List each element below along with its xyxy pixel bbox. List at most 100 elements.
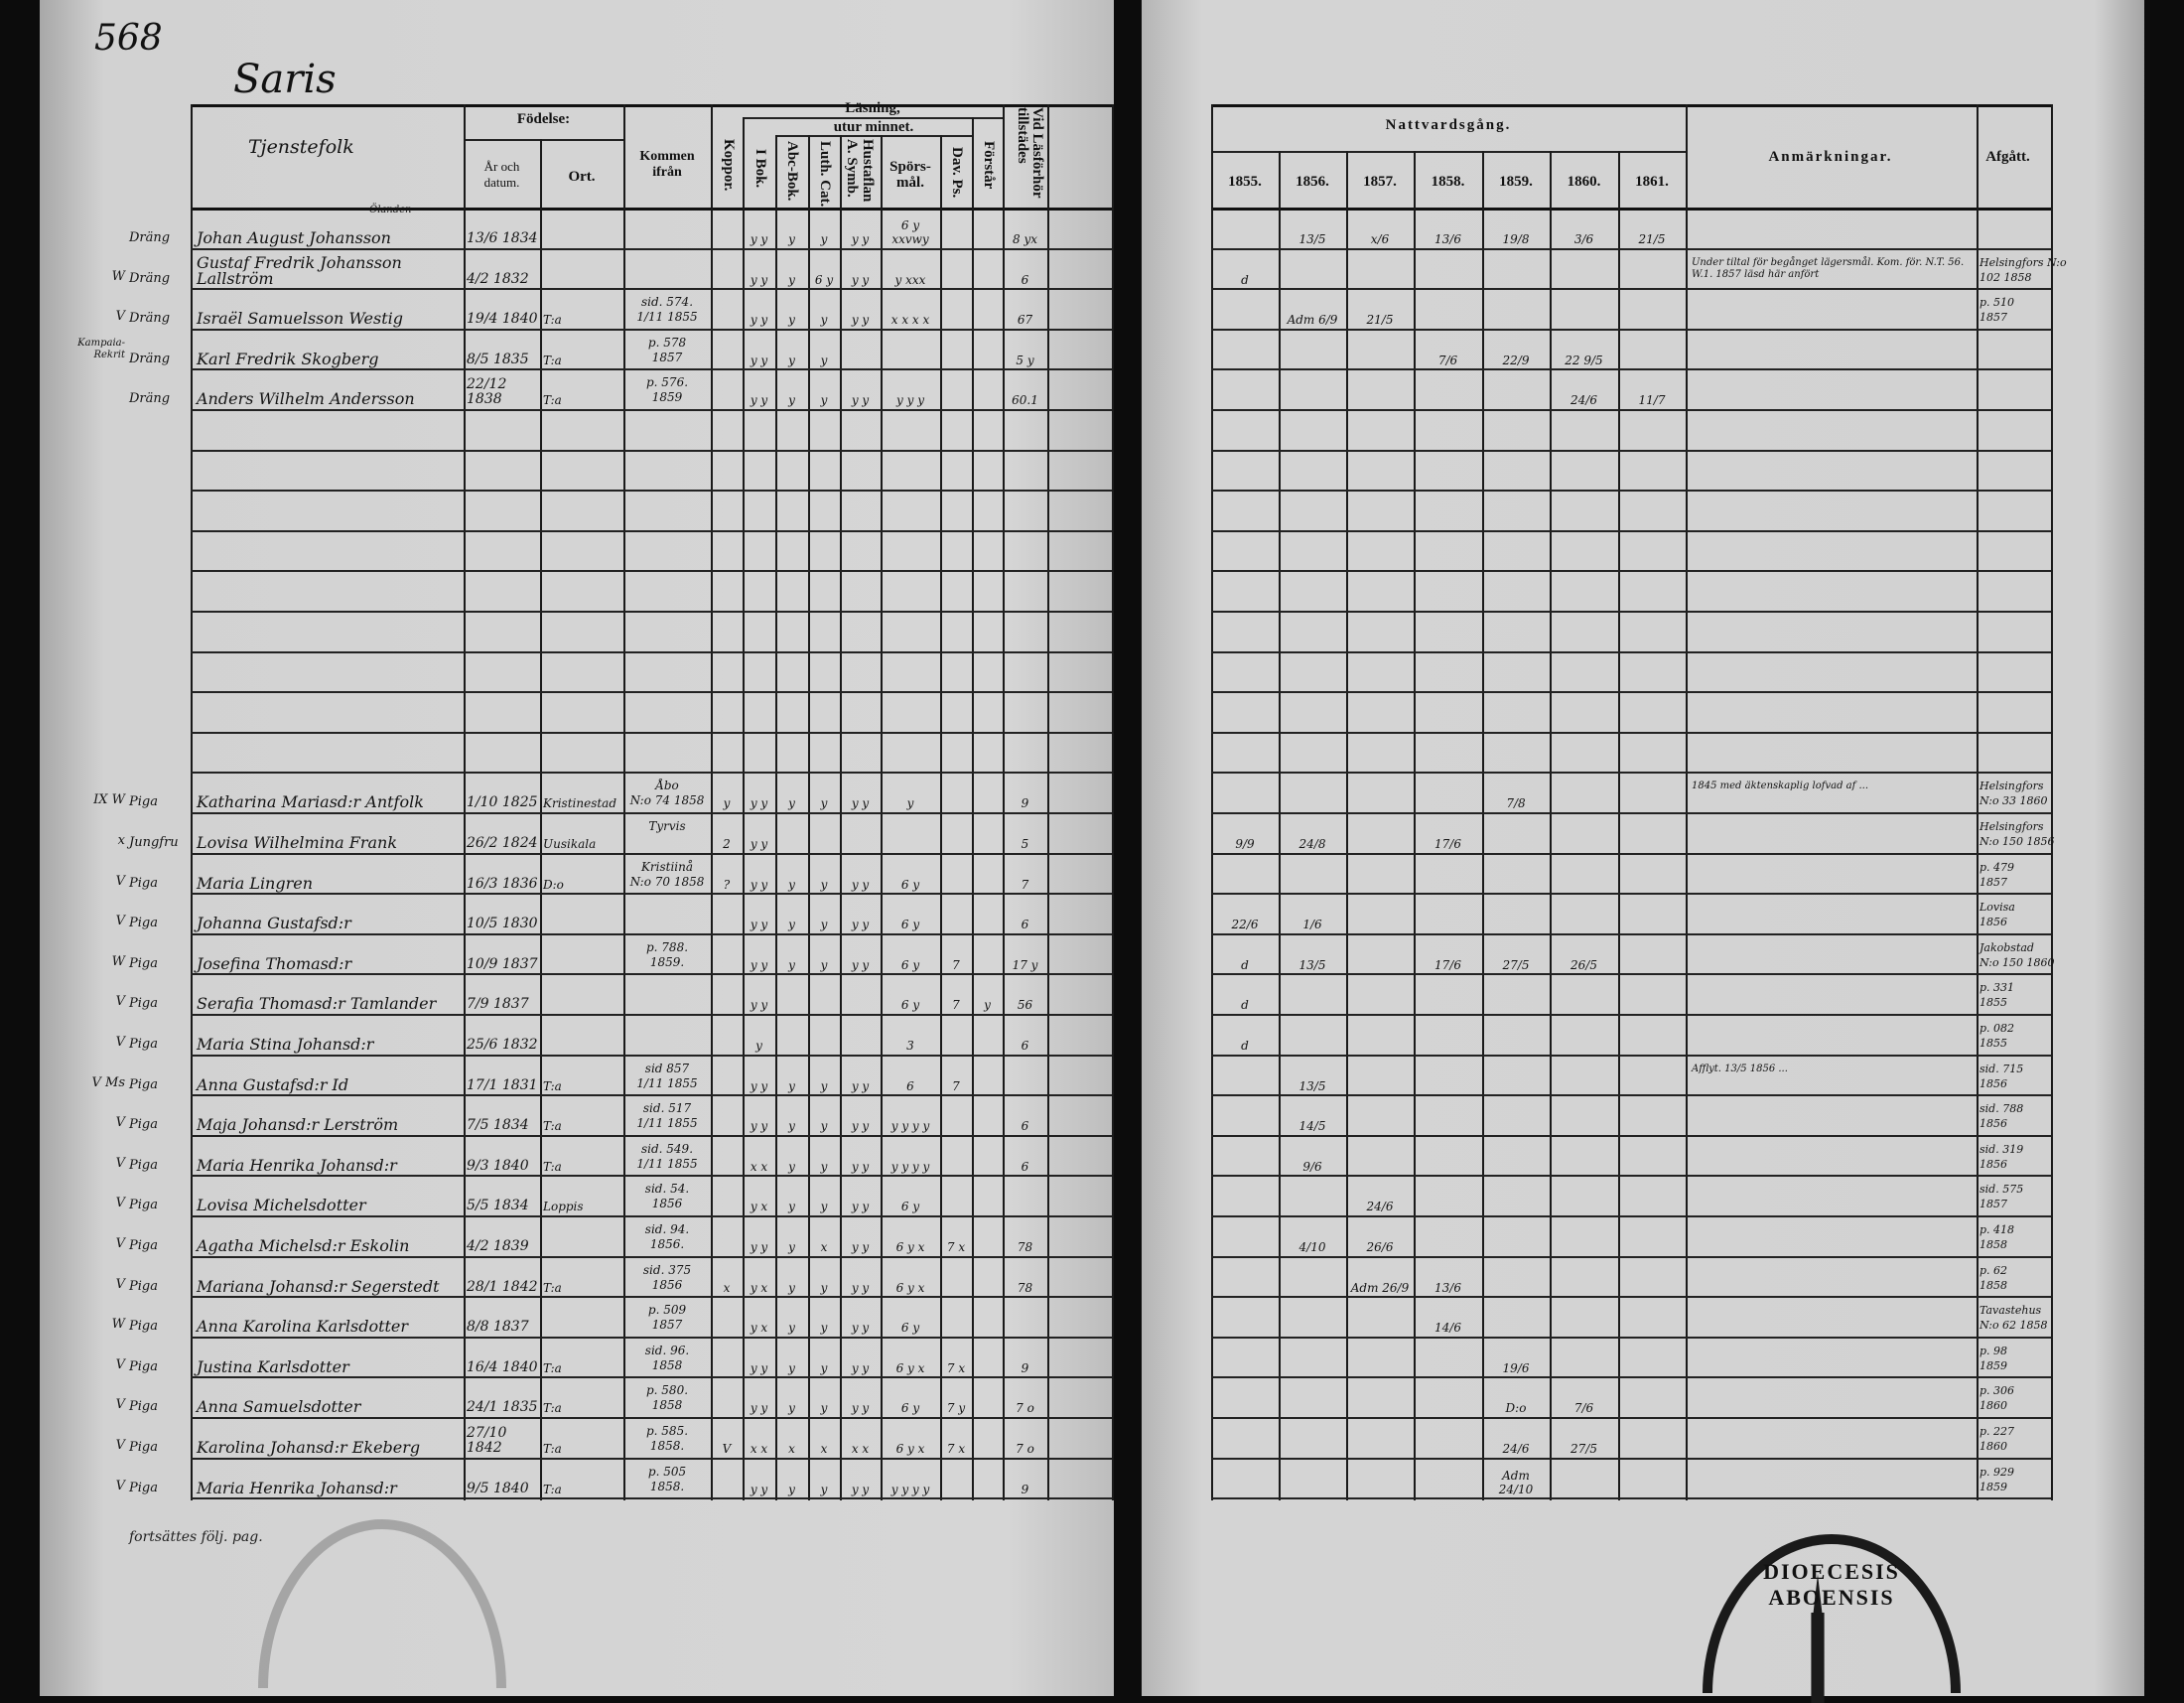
reading-mark: y y (750, 918, 768, 932)
year-header: 1858. (1431, 174, 1465, 190)
reading-mark: y y (851, 877, 870, 892)
reading-mark: y (788, 353, 795, 367)
communion-date-cell: 13/6 (1418, 213, 1478, 246)
reading-mark-cell: y y y y (883, 1100, 938, 1133)
departed-entry: p. 98 1859 (1979, 1344, 2008, 1372)
reading-mark: y y y y (890, 1482, 930, 1496)
reading-mark: x (820, 1442, 828, 1456)
reading-mark: 7 (952, 1078, 960, 1093)
birth-date-cell: 27/10 1842 (467, 1423, 538, 1456)
birth-date: 4/2 1839 (467, 1238, 529, 1254)
reading-mark: 6 y x (895, 1240, 925, 1254)
reading-mark: V (722, 1442, 732, 1456)
birth-date: 10/9 1837 (467, 955, 538, 972)
reading-mark: ? (723, 877, 731, 892)
birth-place-cell: Uusikala (543, 818, 621, 851)
reading-mark-cell: y (777, 335, 806, 367)
birth-place-cell: T:a (543, 374, 621, 407)
person-name: Anders Wilhelm Andersson (197, 389, 415, 409)
reading-mark: 7 (1021, 877, 1029, 892)
person-name: Katharina Mariasd:r Antfolk (197, 792, 424, 812)
birth-subrule (464, 139, 623, 141)
reading-mark: y (788, 1280, 795, 1295)
communion-date: 24/6 (1570, 393, 1597, 408)
communion-date: d (1241, 957, 1249, 972)
reading-mark-cell: 6 y (810, 254, 838, 287)
birth-place: T:a (543, 1360, 562, 1375)
reading-mark-cell: x (713, 1262, 741, 1295)
reading-mark-cell: y (713, 778, 741, 810)
reading-mark-cell: y (810, 778, 838, 810)
reading-mark-cell: y y (745, 1343, 773, 1375)
row-role: Piga (129, 875, 158, 891)
row-rule (191, 490, 1112, 493)
row-rule (1211, 1255, 2051, 1258)
reading-mark: 6 y (900, 1321, 920, 1336)
reading-mark: y y (750, 1240, 768, 1254)
birth-place: Uusikala (543, 837, 597, 851)
communion-date: D:o (1505, 1401, 1527, 1416)
column-rule (1346, 151, 1348, 1501)
reading-mark: 5 (1021, 837, 1029, 851)
reading-mark-cell: y y (842, 294, 879, 327)
reading-mark-cell: y y (842, 1181, 879, 1213)
reading-mark-cell: y y (842, 254, 879, 287)
reading-mark: y y (851, 796, 870, 811)
header-in-book: I Bok. (752, 149, 768, 189)
reading-mark-cell: 6 y x (883, 1423, 938, 1456)
reading-mark-cell: y y (745, 374, 773, 407)
person-name-cell: Anna Karolina Karlsdotter (197, 1301, 459, 1335)
reading-mark: y x (750, 1321, 768, 1336)
reading-mark: y (788, 313, 795, 328)
communion-date-cell: d (1215, 979, 1275, 1012)
reading-mark-cell: y y (745, 899, 773, 931)
row-rule (191, 1215, 1112, 1217)
reading-mark-cell: ? (713, 859, 741, 892)
row-rule (1211, 1215, 2051, 1217)
row-mark: V (115, 1276, 125, 1292)
reading-mark: 7 x (946, 1240, 966, 1254)
reading-mark-cell: y (810, 1262, 838, 1295)
birth-place: T:a (543, 1159, 562, 1174)
birth-date: 9/5 1840 (467, 1480, 529, 1496)
birth-date: 8/8 1837 (467, 1319, 529, 1336)
row-rule (191, 1134, 1112, 1137)
left-page (40, 0, 1114, 1696)
column-rule (540, 139, 542, 1501)
communion-date-cell: 3/6 (1554, 213, 1614, 246)
communion-date: 27/5 (1570, 1442, 1597, 1456)
birth-date-cell: 9/3 1840 (467, 1141, 538, 1174)
birth-date-cell: 7/9 1837 (467, 979, 538, 1012)
birth-place-cell: T:a (543, 1382, 621, 1415)
by-heart-subrule (775, 135, 972, 137)
communion-date-cell: 14/5 (1283, 1100, 1342, 1133)
reading-mark-cell: 78 (1005, 1221, 1045, 1254)
reading-mark-cell: y (777, 1141, 806, 1174)
birth-place-cell: T:a (543, 1262, 621, 1295)
reading-mark-cell: y (974, 979, 1001, 1012)
reading-mark: y (820, 1159, 828, 1174)
row-mark: V Ms (91, 1074, 125, 1090)
birth-place-cell: T:a (543, 1343, 621, 1375)
communion-date-cell: 7/8 (1486, 778, 1546, 810)
reading-mark: y y (750, 1401, 768, 1416)
reading-mark-cell: y (777, 1382, 806, 1415)
reading-mark: y (788, 1240, 795, 1254)
column-rule (1482, 151, 1484, 1501)
row-mark: V (115, 1356, 125, 1372)
birth-date-cell: 8/5 1835 (467, 335, 538, 367)
birth-place: T:a (543, 393, 562, 408)
row-rule (191, 893, 1112, 896)
communion-date: 17/6 (1434, 957, 1461, 972)
reading-mark: x (723, 1280, 731, 1295)
birth-date-cell: 10/9 1837 (467, 939, 538, 972)
row-role: Piga (129, 1238, 158, 1253)
communion-date-cell: D:o (1486, 1382, 1546, 1415)
communion-date-cell: 26/6 (1350, 1221, 1410, 1254)
departed-entry: Tavastehus N:o 62 1858 (1979, 1304, 2048, 1333)
communion-date: d (1241, 1039, 1249, 1053)
reading-mark-cell: 7 (942, 1061, 970, 1093)
row-rule (191, 1376, 1112, 1379)
row-role: Piga (129, 1076, 158, 1092)
reading-mark: x (820, 1240, 828, 1254)
